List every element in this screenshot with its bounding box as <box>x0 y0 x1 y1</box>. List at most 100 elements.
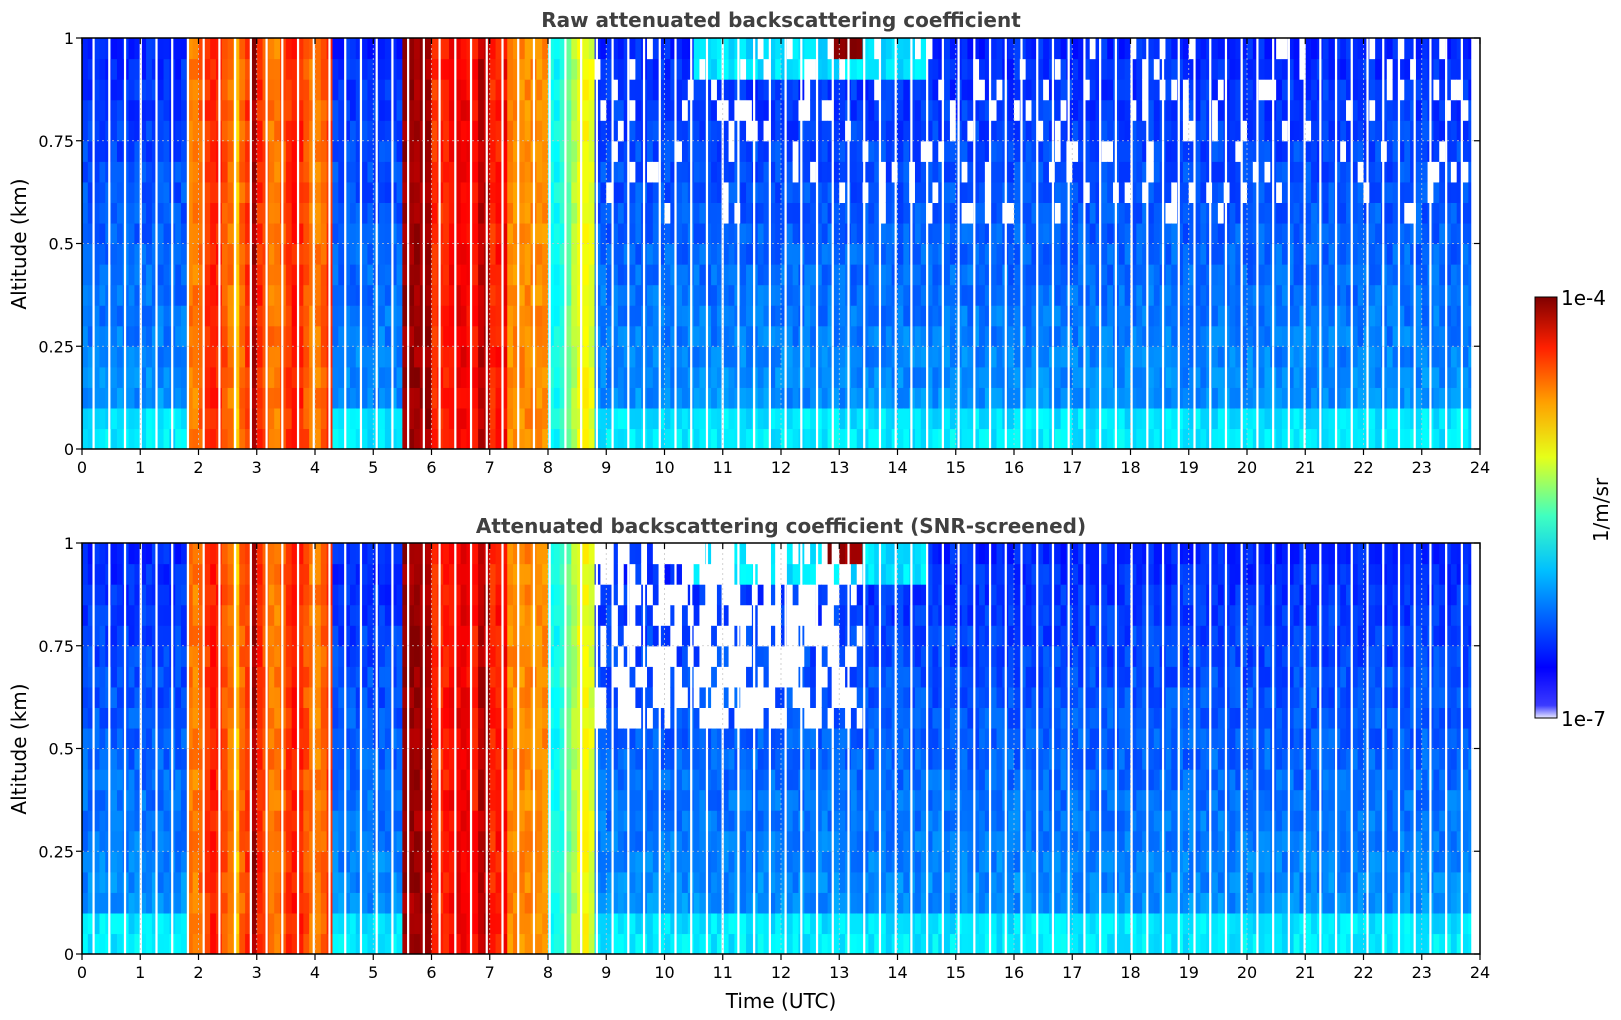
heatmap-cell <box>1072 428 1079 449</box>
heatmap-cell <box>1241 366 1248 388</box>
heatmap-cell <box>629 79 636 101</box>
heatmap-cell <box>1072 38 1079 60</box>
heatmap-cell <box>1340 58 1347 80</box>
heatmap-cell <box>769 325 776 347</box>
heatmap-cell <box>1392 161 1400 183</box>
heatmap-cell <box>1019 120 1027 142</box>
heatmap-cell <box>868 407 875 430</box>
heatmap-cell <box>897 428 904 449</box>
heatmap-cell <box>1258 161 1266 183</box>
heatmap-cell <box>1328 284 1335 306</box>
data-gap <box>753 38 756 449</box>
heatmap-cell <box>582 58 590 80</box>
heatmap-cell <box>1153 284 1161 306</box>
heatmap-cell <box>990 38 998 60</box>
heatmap-cell <box>1054 346 1062 368</box>
heatmap-cell <box>495 202 502 224</box>
heatmap-cell <box>984 222 992 245</box>
heatmap-cell <box>291 387 299 409</box>
heatmap-cell <box>1398 161 1405 183</box>
heatmap-cell <box>1410 346 1417 368</box>
heatmap-cell <box>670 161 677 183</box>
heatmap-cell <box>862 120 869 142</box>
heatmap-cell <box>670 305 677 327</box>
heatmap-cell <box>1101 407 1108 430</box>
heatmap-cell <box>1421 181 1429 203</box>
heatmap-cell <box>815 407 823 430</box>
heatmap-cell <box>367 99 374 121</box>
heatmap-cell <box>379 366 386 388</box>
heatmap-cell <box>874 325 881 347</box>
heatmap-cell <box>390 428 398 449</box>
heatmap-cell <box>810 346 817 368</box>
heatmap-cell <box>1008 325 1015 347</box>
heatmap-cell <box>1340 387 1347 409</box>
heatmap-cell <box>384 38 392 60</box>
heatmap-cell <box>1357 305 1365 327</box>
heatmap-cell <box>839 407 846 430</box>
heatmap-cell <box>722 99 730 121</box>
heatmap-cell <box>1043 243 1050 265</box>
heatmap-cell <box>1136 346 1143 368</box>
heatmap-cell <box>862 305 869 327</box>
heatmap-cell <box>967 387 974 409</box>
heatmap-cell <box>443 202 450 224</box>
heatmap-cell <box>390 264 398 286</box>
heatmap-cell <box>151 58 159 80</box>
heatmap-cell <box>763 99 770 121</box>
heatmap-cell <box>367 120 374 142</box>
heatmap-cell <box>128 387 136 409</box>
heatmap-cell <box>728 202 735 224</box>
heatmap-cell <box>1346 181 1353 203</box>
heatmap-cell <box>681 202 689 224</box>
heatmap-cell <box>367 243 374 265</box>
heatmap-cell <box>1392 305 1400 327</box>
heatmap-cell <box>181 407 188 430</box>
heatmap-cell <box>233 346 240 368</box>
heatmap-cell <box>87 387 95 409</box>
heatmap-cell <box>612 305 619 327</box>
heatmap-cell <box>961 243 968 265</box>
heatmap-cell <box>740 325 747 347</box>
heatmap-cell <box>1212 346 1219 368</box>
heatmap-cell <box>466 140 473 162</box>
heatmap-cell <box>996 284 1003 306</box>
heatmap-cell <box>210 140 217 162</box>
heatmap-cell <box>856 284 864 306</box>
heatmap-cell <box>1346 58 1353 80</box>
heatmap-cell <box>746 99 753 121</box>
heatmap-cell <box>868 181 875 203</box>
heatmap-cell <box>379 284 386 306</box>
heatmap-cell <box>1136 243 1143 265</box>
heatmap-cell <box>140 161 147 183</box>
heatmap-cell <box>781 140 788 162</box>
heatmap-cell <box>157 264 165 286</box>
heatmap-cell <box>676 140 683 162</box>
heatmap-cell <box>786 264 794 286</box>
heatmap-cell <box>804 428 811 449</box>
heatmap-cell <box>408 387 415 409</box>
heatmap-cell <box>1014 140 1021 162</box>
heatmap-cell <box>192 120 200 142</box>
heatmap-cell <box>175 38 182 60</box>
heatmap-cell <box>390 79 398 101</box>
heatmap-cell <box>460 99 468 121</box>
heatmap-cell <box>134 366 141 388</box>
heatmap-cell <box>175 428 182 449</box>
heatmap-cell <box>1200 161 1207 183</box>
heatmap-cell <box>1433 99 1440 121</box>
heatmap-cell <box>1328 140 1335 162</box>
heatmap-cell <box>1083 79 1091 101</box>
heatmap-cell <box>349 120 357 142</box>
heatmap-cell <box>291 243 299 265</box>
heatmap-cell <box>87 346 95 368</box>
heatmap-cell <box>746 387 753 409</box>
heatmap-cell <box>192 243 200 265</box>
heatmap-cell <box>885 264 893 286</box>
heatmap-cell <box>1153 305 1161 327</box>
heatmap-cell <box>944 140 951 162</box>
heatmap-cell <box>967 428 974 449</box>
heatmap-cell <box>268 243 275 265</box>
heatmap-cell <box>396 428 403 449</box>
heatmap-cell <box>1404 99 1411 121</box>
